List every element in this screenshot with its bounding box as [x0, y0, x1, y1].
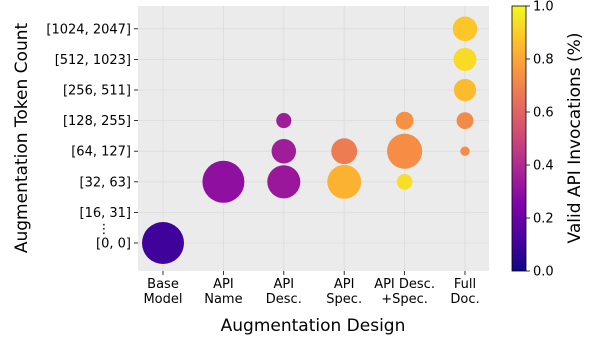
- x-tick-label: API Name: [204, 277, 242, 307]
- colorbar-tick-label: 0.0: [533, 265, 554, 280]
- plot-area: [138, 6, 489, 271]
- bubble-point: [453, 78, 477, 102]
- colorbar-ticks: 0.0 0.2 0.4 0.6 0.8 1.0: [526, 0, 554, 280]
- colorbar-tick-label: 0.6: [533, 106, 554, 121]
- colorbar: [511, 5, 527, 272]
- x-axis-title: Augmentation Design: [221, 316, 406, 336]
- y-tick-labels: [0, 0] [16, 31] [32, 63] [64, 127] [128, 255…: [46, 22, 138, 252]
- bubble-point: [396, 173, 413, 190]
- x-tick-labels: Base Model API Name API Desc. API Spec. API Desc…: [143, 271, 480, 307]
- bubble-point: [267, 165, 301, 199]
- y-tick-label: [512, 1023]: [55, 53, 131, 68]
- y-tick-label: [64, 127]: [71, 145, 131, 160]
- colorbar-tick-label: 0.4: [533, 159, 554, 174]
- colorbar-tick-label: 0.8: [533, 53, 554, 68]
- bubble-point: [456, 112, 474, 129]
- colorbar-tick-label: 0.2: [533, 212, 554, 227]
- y-tick-label: [128, 255]: [63, 114, 131, 129]
- bubble-point: [271, 138, 297, 164]
- x-tick-label: Full Doc.: [450, 277, 479, 307]
- bubble-point: [453, 47, 477, 71]
- data-points: [142, 16, 478, 264]
- y-tick-label: [0, 0]: [96, 237, 131, 252]
- y-axis-break-marker: ⋮: [98, 222, 111, 237]
- y-tick-label: [16, 31]: [80, 206, 132, 221]
- x-tick-label: API Desc. +Spec.: [374, 277, 435, 307]
- bubble-point: [276, 113, 292, 129]
- y-axis-title: Augmentation Token Count: [12, 23, 32, 254]
- bubble-point: [202, 160, 245, 203]
- bubble-point: [395, 111, 414, 130]
- y-tick-label: [1024, 2047]: [46, 22, 131, 37]
- bubble-point: [452, 16, 478, 42]
- x-tick-label: API Desc.: [266, 277, 302, 307]
- colorbar-tick-label: 1.0: [533, 0, 554, 15]
- y-tick-label: [256, 511]: [63, 84, 131, 99]
- bubble-point: [387, 133, 423, 169]
- colorbar-label: Valid API Invocations (%): [565, 33, 585, 244]
- bubble-point: [460, 146, 470, 156]
- x-tick-label: Base Model: [143, 277, 182, 307]
- bubble-point: [327, 164, 362, 199]
- bubble-point: [331, 138, 358, 165]
- bubble-point: [142, 222, 184, 264]
- x-tick-label: API Spec.: [326, 277, 362, 307]
- y-tick-label: [32, 63]: [80, 175, 132, 190]
